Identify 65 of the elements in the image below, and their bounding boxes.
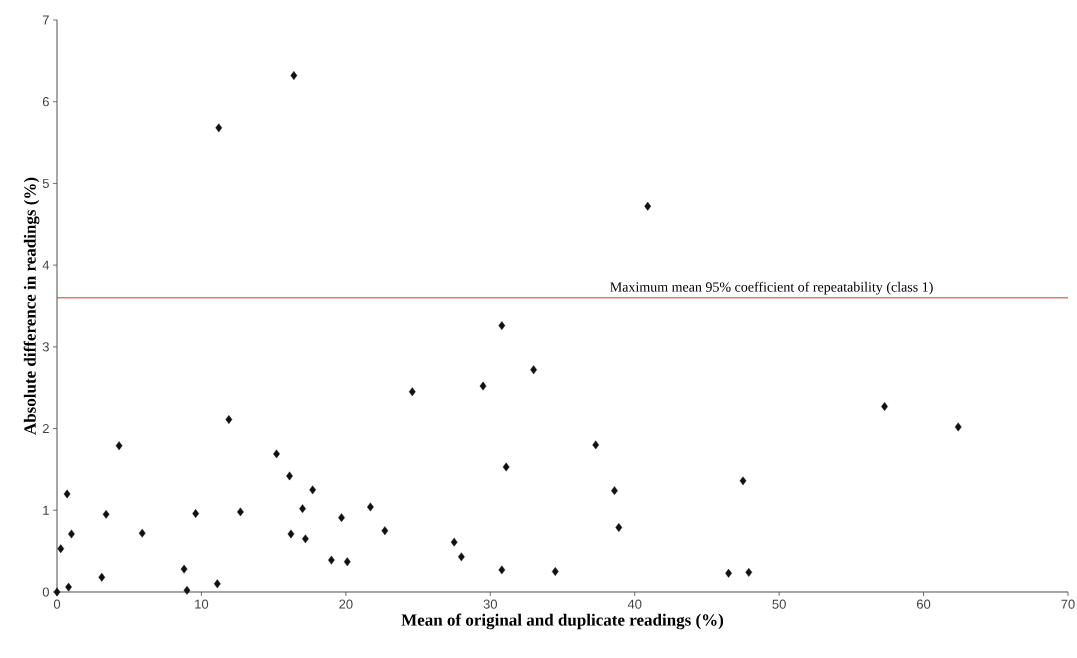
point <box>53 587 61 597</box>
point <box>338 513 345 523</box>
x-axis-title: Mean of original and duplicate readings (%) <box>401 613 724 630</box>
point <box>450 537 458 547</box>
point <box>183 585 191 595</box>
point <box>530 365 537 375</box>
point <box>138 528 146 538</box>
point <box>286 471 293 481</box>
point <box>498 321 506 330</box>
y-tick-label: 1 <box>43 505 49 515</box>
point <box>328 555 335 565</box>
x-tick-label: 0 <box>53 599 61 609</box>
point <box>68 529 75 539</box>
x-tick-label: 70 <box>1061 599 1075 609</box>
y-tick-label: 4 <box>42 260 50 270</box>
point <box>102 509 110 519</box>
y-tick-label: 6 <box>42 97 49 107</box>
point <box>479 381 487 391</box>
point <box>57 544 65 554</box>
point <box>115 441 123 451</box>
point <box>299 504 306 514</box>
x-tick-label: 30 <box>483 599 497 609</box>
point <box>213 579 221 589</box>
point <box>381 526 389 536</box>
y-tick-label: 2 <box>42 424 49 434</box>
point <box>302 534 309 544</box>
point <box>551 567 559 576</box>
x-tick-label: 10 <box>195 599 209 609</box>
x-tick-label: 60 <box>916 599 931 609</box>
point <box>225 415 233 424</box>
point <box>592 440 600 450</box>
point <box>954 422 962 432</box>
point <box>192 509 199 518</box>
point <box>881 402 888 411</box>
point <box>63 489 71 499</box>
point <box>408 387 416 397</box>
point <box>309 485 316 495</box>
point <box>343 557 351 567</box>
point <box>287 529 295 539</box>
y-axis-title: Absolute difference in readings (%) <box>23 177 40 435</box>
point <box>615 523 623 532</box>
y-tick-label: 3 <box>42 342 49 352</box>
point <box>367 502 374 512</box>
point <box>739 476 747 486</box>
point <box>745 567 753 577</box>
point <box>180 564 188 574</box>
y-tick-label: 7 <box>42 15 49 25</box>
point <box>237 507 244 517</box>
point <box>611 486 618 496</box>
ref-line-label: Maximum mean 95% coefficient of repeatability (class 1) <box>610 281 933 295</box>
y-tick-label: 5 <box>42 178 49 188</box>
point <box>65 582 72 592</box>
point <box>273 449 280 459</box>
x-tick-label: 20 <box>339 599 353 609</box>
point <box>498 565 506 575</box>
point <box>215 123 223 133</box>
y-tick-label: 0 <box>42 587 49 597</box>
point <box>644 201 652 211</box>
x-tick-label: 40 <box>627 599 642 609</box>
point <box>458 552 465 562</box>
point <box>98 572 106 582</box>
point <box>290 71 298 80</box>
point <box>502 462 510 472</box>
x-tick-label: 50 <box>772 599 786 609</box>
point <box>725 568 732 578</box>
